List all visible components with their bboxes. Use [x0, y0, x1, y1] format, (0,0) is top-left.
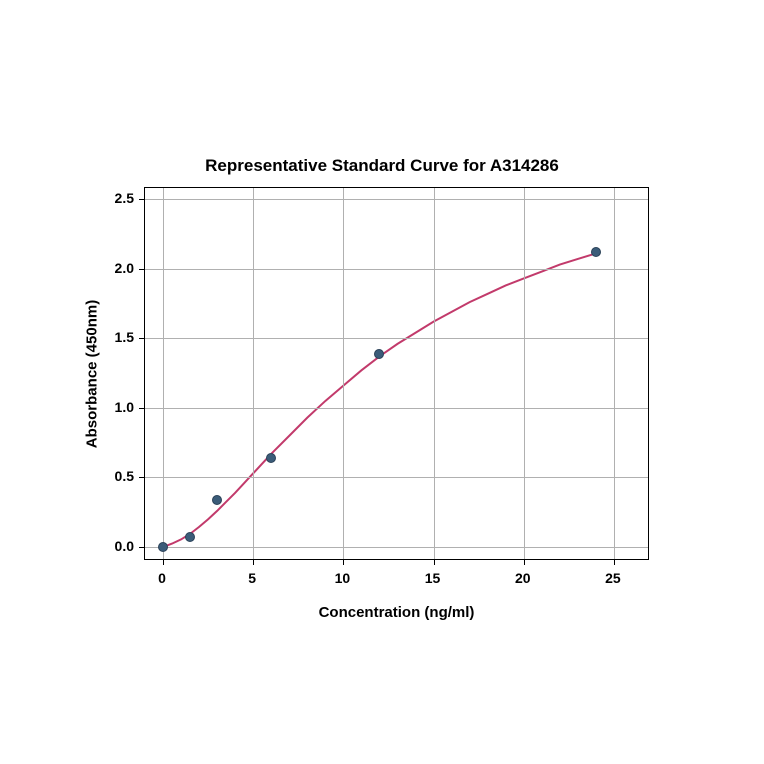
tick-x	[434, 559, 435, 565]
data-point	[591, 247, 601, 257]
data-point	[212, 495, 222, 505]
tick-x	[614, 559, 615, 565]
x-tick-label: 20	[515, 570, 531, 586]
tick-y	[139, 408, 145, 409]
x-tick-label: 10	[335, 570, 351, 586]
gridline-v	[614, 188, 615, 559]
gridline-v	[434, 188, 435, 559]
y-tick-label: 1.0	[115, 399, 134, 415]
y-axis-label: Absorbance (450nm)	[84, 299, 101, 447]
tick-x	[163, 559, 164, 565]
data-point	[266, 453, 276, 463]
x-tick-label: 5	[248, 570, 256, 586]
x-tick-label: 25	[605, 570, 621, 586]
gridline-h	[145, 199, 648, 200]
tick-y	[139, 269, 145, 270]
plot-area	[144, 187, 649, 560]
gridline-h	[145, 338, 648, 339]
x-tick-label: 0	[158, 570, 166, 586]
tick-x	[343, 559, 344, 565]
gridline-h	[145, 408, 648, 409]
data-point	[185, 532, 195, 542]
y-tick-label: 1.5	[115, 329, 134, 345]
data-point	[158, 542, 168, 552]
data-point	[374, 349, 384, 359]
chart-title: Representative Standard Curve for A31428…	[205, 156, 559, 176]
gridline-v	[343, 188, 344, 559]
gridline-h	[145, 547, 648, 548]
fit-curve	[163, 253, 596, 547]
tick-y	[139, 547, 145, 548]
tick-x	[524, 559, 525, 565]
tick-x	[253, 559, 254, 565]
y-tick-label: 2.0	[115, 260, 134, 276]
gridline-v	[524, 188, 525, 559]
gridline-h	[145, 477, 648, 478]
y-tick-label: 2.5	[115, 190, 134, 206]
x-tick-label: 15	[425, 570, 441, 586]
x-axis-label: Concentration (ng/ml)	[319, 604, 475, 621]
gridline-v	[163, 188, 164, 559]
curve-svg	[145, 188, 650, 561]
gridline-v	[253, 188, 254, 559]
gridline-h	[145, 269, 648, 270]
tick-y	[139, 477, 145, 478]
tick-y	[139, 199, 145, 200]
y-tick-label: 0.0	[115, 538, 134, 554]
tick-y	[139, 338, 145, 339]
y-tick-label: 0.5	[115, 468, 134, 484]
